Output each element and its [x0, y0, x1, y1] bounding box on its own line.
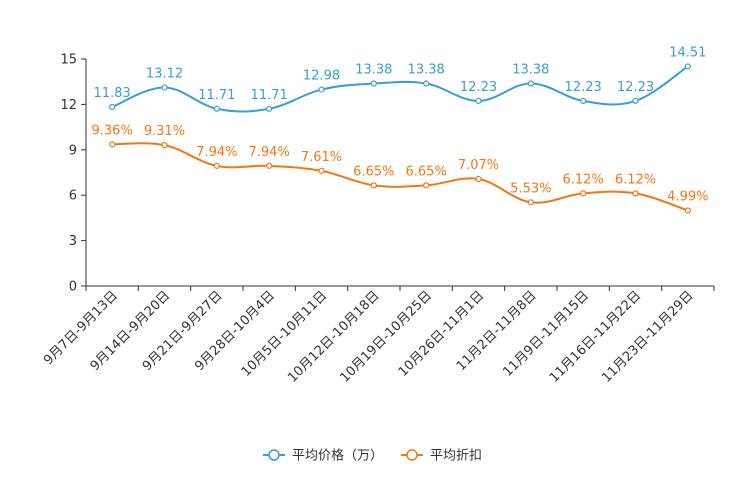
data-point: [684, 63, 691, 70]
data-point: [370, 80, 377, 87]
data-label: 9.36%: [92, 123, 133, 138]
data-label: 12.23: [460, 80, 497, 95]
y-tick-label: 9: [69, 143, 77, 158]
data-label: 7.94%: [249, 145, 290, 160]
data-label: 9.31%: [144, 124, 185, 139]
y-tick-label: 15: [60, 53, 77, 68]
data-label: 6.65%: [406, 164, 447, 179]
data-point: [318, 167, 325, 174]
data-label: 11.71: [198, 88, 235, 103]
data-label: 11.83: [94, 86, 131, 101]
data-point: [213, 105, 220, 112]
data-point: [266, 105, 273, 112]
legend-label: 平均折扣: [430, 449, 482, 464]
legend-item-1[interactable]: 平均价格（万）: [263, 448, 383, 464]
series-2: 9.36% 9.31% 7.94% 7.94% 7.61% 6.65% 6.65% 7.07%…: [92, 123, 708, 214]
y-tick-label: 3: [69, 234, 77, 249]
data-label: 12.98: [303, 69, 340, 84]
data-label: 7.07%: [458, 158, 499, 173]
legend-item-2[interactable]: 平均折扣: [401, 449, 482, 464]
data-point: [580, 190, 587, 197]
data-label: 5.53%: [510, 181, 551, 196]
data-point: [423, 182, 430, 189]
data-label: 7.94%: [196, 145, 237, 160]
legend-label: 平均价格（万）: [292, 448, 383, 464]
data-point: [527, 80, 534, 87]
series-line: [112, 142, 689, 212]
series-layer: 11.83 13.12 11.71 11.71 12.98 13.38 13.38 12.23…: [92, 45, 708, 214]
data-point: [109, 141, 116, 148]
data-label: 7.61%: [301, 150, 342, 165]
data-label: 6.12%: [615, 172, 656, 187]
y-tick-label: 0: [69, 280, 77, 295]
data-label: 13.38: [512, 63, 549, 78]
data-label: 14.51: [669, 45, 706, 60]
data-label: 13.38: [355, 63, 392, 78]
data-label: 4.99%: [667, 189, 708, 204]
data-label: 6.12%: [563, 172, 604, 187]
series-line: [111, 65, 689, 113]
chart-axes: 036912159月7日-9月13日9月14日-9月20日9月21日-9月27日…: [41, 53, 715, 386]
data-label: 13.38: [408, 63, 445, 78]
data-label: 12.23: [617, 80, 654, 95]
x-tick-label: 11月16日-11月22日: [547, 288, 644, 385]
data-label: 12.23: [565, 80, 602, 95]
legend[interactable]: 平均价格（万） 平均折扣: [263, 448, 482, 464]
data-point: [370, 182, 377, 189]
data-point: [161, 84, 168, 91]
data-point: [632, 190, 639, 197]
data-point: [109, 103, 116, 111]
data-point: [213, 162, 220, 169]
data-point: [632, 97, 639, 105]
data-label: 6.65%: [353, 164, 394, 179]
data-point: [318, 86, 325, 93]
data-point: [475, 175, 482, 183]
y-tick-label: 12: [60, 98, 77, 113]
data-point: [475, 97, 482, 105]
data-label: 11.71: [251, 88, 288, 103]
data-point: [580, 97, 587, 105]
x-tick-label: 10月12日-10月18日: [285, 288, 382, 385]
data-point: [266, 162, 273, 169]
data-point: [423, 80, 430, 87]
y-tick-label: 6: [69, 189, 77, 204]
data-point: [161, 142, 168, 149]
x-tick-label: 10月19日-10月25日: [338, 288, 435, 385]
x-tick-label: 11月23日-11月29日: [599, 288, 696, 385]
data-point: [684, 207, 691, 214]
legend-circle-icon: [268, 449, 280, 461]
data-label: 13.12: [146, 66, 183, 81]
legend-circle-icon: [406, 449, 418, 461]
data-point: [527, 199, 534, 206]
series-1: 11.83 13.12 11.71 11.71 12.98 13.38 13.38 12.23…: [94, 45, 706, 113]
